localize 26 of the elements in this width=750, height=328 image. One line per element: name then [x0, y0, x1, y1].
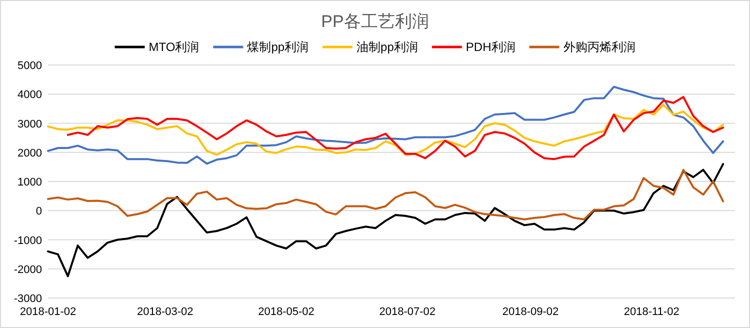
- line-series: [47, 86, 724, 165]
- y-tick-label: 4000: [18, 89, 42, 102]
- y-tick-label: 5000: [18, 60, 42, 72]
- y-tick-label: -1000: [14, 234, 42, 247]
- y-tick-label: -2000: [14, 264, 42, 276]
- legend-label: PDH利润: [466, 40, 516, 54]
- line-series: [47, 163, 724, 278]
- y-tick-label: 2000: [18, 147, 42, 160]
- line-series: [66, 96, 724, 160]
- x-tick-label: 2018-11-02: [624, 306, 680, 318]
- x-tick-label: 2018-09-02: [502, 306, 559, 318]
- y-tick-label: 1000: [18, 176, 42, 188]
- y-tick-label: -3000: [14, 293, 42, 305]
- legend-label: 外购丙烯利润: [563, 40, 636, 54]
- legend-label: MTO利润: [148, 40, 200, 54]
- x-tick-label: 2018-01-02: [20, 306, 76, 318]
- y-tick-label: 3000: [18, 118, 42, 130]
- line-series: [47, 104, 724, 156]
- chart-title: PP各工艺利润: [321, 12, 429, 31]
- y-tick-label: 0: [36, 206, 42, 218]
- legend-label: 油制pp利润: [356, 40, 418, 54]
- x-tick-label: 2018-03-02: [137, 306, 194, 318]
- x-tick-label: 2018-05-02: [258, 306, 314, 318]
- legend-label: 煤制pp利润: [247, 40, 309, 54]
- line-series: [47, 168, 724, 220]
- x-tick-label: 2018-07-02: [379, 306, 436, 318]
